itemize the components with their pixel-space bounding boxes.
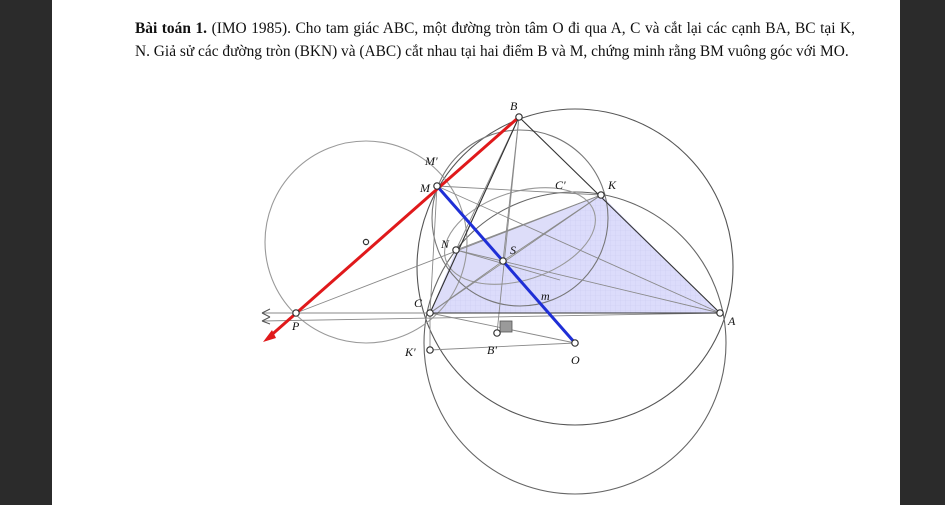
point-B: [515, 113, 523, 121]
line-P-low: [261, 312, 721, 322]
line-C-S: [429, 260, 504, 314]
line-M-A: [436, 185, 721, 314]
label-Cprime: C': [555, 178, 566, 192]
point-P: [292, 309, 300, 317]
label-m: m: [541, 289, 550, 303]
red-arrow-head: [263, 330, 276, 342]
circle-O: [423, 191, 727, 495]
geometry-figure: B M' M C' K N S m C A P K' B' O: [261, 99, 736, 495]
line-M-C: [429, 185, 438, 314]
point-K: [597, 191, 605, 199]
problem-statement: Bài toán 1. (IMO 1985). Cho tam giác ABC…: [135, 17, 855, 63]
label-Kprime: K': [404, 345, 416, 359]
label-K: K: [607, 178, 617, 192]
arrow-left-bottom: [261, 316, 271, 325]
side-BC: [429, 116, 520, 314]
line-C-K: [429, 194, 602, 314]
line-B-S: [502, 116, 520, 262]
label-A: A: [727, 314, 736, 328]
blue-line-MO: [435, 185, 577, 344]
point-Bprime: [493, 329, 501, 337]
point-S: [499, 257, 507, 265]
right-angle-marker: [499, 320, 513, 333]
point-C: [426, 309, 434, 317]
circle-BKN: [431, 129, 609, 307]
red-line-BMP: [267, 115, 520, 340]
label-O: O: [571, 353, 580, 367]
point-center-left: [362, 238, 370, 246]
label-P: P: [291, 319, 300, 333]
shaded-quad-NSK: [430, 195, 601, 313]
circle-ABC: [416, 108, 734, 426]
label-Bprime: B': [487, 343, 497, 357]
label-C: C: [414, 296, 423, 310]
arrow-left-top: [261, 308, 271, 318]
label-M: M: [419, 181, 431, 195]
point-O: [571, 339, 579, 347]
line-N-K: [455, 194, 602, 251]
point-N: [452, 246, 460, 254]
problem-heading: Bài toán 1.: [135, 20, 207, 37]
document-page: Bài toán 1. (IMO 1985). Cho tam giác ABC…: [52, 0, 900, 505]
circle-small: [444, 187, 596, 285]
label-S: S: [510, 243, 516, 257]
label-Mprime: M': [424, 154, 438, 168]
side-BA: [518, 116, 721, 314]
problem-body: Cho tam giác ABC, một đường tròn tâm O đ…: [135, 20, 855, 60]
label-B: B: [510, 99, 518, 113]
point-Kprime: [426, 346, 434, 354]
point-A: [716, 309, 724, 317]
circle-left: [264, 140, 468, 344]
shaded-triangle-grid: [430, 195, 720, 313]
label-N: N: [440, 237, 450, 251]
line-M-K: [436, 185, 602, 196]
line-Kp-O: [429, 342, 576, 351]
point-M: [433, 182, 441, 190]
problem-source: (IMO 1985).: [211, 20, 291, 37]
